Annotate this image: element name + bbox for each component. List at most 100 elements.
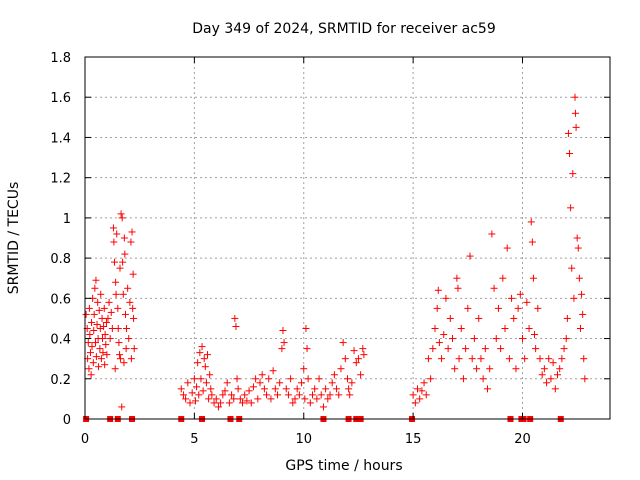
- data-point: [352, 359, 360, 367]
- x-tick-labels: 0 5 10 15 20: [81, 432, 531, 447]
- data-point: [92, 339, 99, 347]
- data-point: [531, 331, 539, 339]
- data-point: [462, 345, 470, 353]
- data-point: [103, 351, 111, 359]
- data-point: [501, 325, 509, 332]
- data-point: [123, 325, 131, 332]
- data-point: [193, 383, 201, 391]
- data-point: [102, 341, 110, 349]
- data-point: [200, 355, 208, 363]
- data-point: [207, 385, 215, 393]
- data-point: [580, 355, 588, 363]
- data-point: [464, 304, 472, 312]
- data-point: [435, 339, 443, 347]
- data-point: [194, 359, 202, 367]
- data-point: [214, 403, 222, 411]
- data-point: [239, 399, 246, 407]
- data-point: [104, 314, 112, 322]
- data-point: [212, 395, 220, 403]
- data-point: [562, 335, 570, 343]
- data-point: [243, 397, 251, 405]
- data-point: [499, 274, 507, 282]
- data-point: [337, 365, 345, 373]
- data-point: [418, 387, 426, 395]
- data-point: [100, 304, 108, 312]
- data-point: [303, 345, 311, 353]
- data-point: [252, 375, 260, 383]
- data-point: [479, 375, 487, 383]
- data-point: [95, 306, 103, 314]
- data-point: [508, 294, 516, 302]
- data-point: [564, 129, 572, 137]
- data-point: [505, 355, 513, 363]
- plot-frame: [84, 56, 611, 420]
- data-point: [567, 204, 575, 212]
- data-point: [108, 325, 116, 332]
- data-point: [438, 355, 446, 363]
- data-point: [576, 325, 584, 332]
- y-tick-label: 0.2: [50, 373, 71, 388]
- data-point: [344, 375, 351, 383]
- data-point: [440, 331, 448, 339]
- data-point: [486, 365, 494, 373]
- data-point: [328, 379, 336, 387]
- data-point: [322, 385, 330, 393]
- data-point: [519, 335, 526, 343]
- data-point: [442, 294, 450, 302]
- x-tick-label: 20: [514, 432, 531, 447]
- data-point: [186, 399, 194, 407]
- data-point: [360, 351, 368, 359]
- data-point: [112, 290, 120, 298]
- data-point: [287, 375, 295, 383]
- data-point: [346, 391, 354, 399]
- data-point: [198, 343, 206, 351]
- data-point: [111, 365, 119, 373]
- x-tick-label: 5: [190, 432, 198, 447]
- data-point: [503, 244, 511, 252]
- data-point: [204, 351, 211, 359]
- data-point: [274, 391, 281, 399]
- data-point: [510, 314, 518, 322]
- data-point: [422, 391, 430, 399]
- data-point: [119, 290, 127, 298]
- data-point: [99, 349, 107, 357]
- data-point: [199, 387, 207, 395]
- data-point: [247, 399, 255, 407]
- data-point: [289, 399, 297, 407]
- data-point: [488, 230, 496, 238]
- data-point: [449, 335, 456, 343]
- data-point: [359, 345, 367, 353]
- data-point: [453, 274, 461, 282]
- data-point: [409, 391, 417, 399]
- data-point: [527, 218, 535, 226]
- data-point: [291, 395, 299, 403]
- data-point: [128, 228, 136, 236]
- data-point: [88, 343, 96, 351]
- data-point: [319, 403, 327, 411]
- data-point: [95, 363, 103, 371]
- data-point: [191, 397, 199, 405]
- data-point: [210, 399, 218, 407]
- data-point: [569, 170, 577, 178]
- data-point: [551, 385, 559, 393]
- data-point: [563, 314, 571, 322]
- data-point: [217, 399, 225, 407]
- data-point: [416, 395, 424, 403]
- data-point: [304, 375, 312, 383]
- data-point: [91, 284, 99, 292]
- data-point: [241, 391, 249, 399]
- data-point: [484, 385, 491, 393]
- data-point: [549, 359, 557, 367]
- data-point: [196, 349, 204, 357]
- data-point: [324, 395, 332, 403]
- data-point: [260, 385, 268, 393]
- data-point: [86, 331, 94, 339]
- data-point: [195, 391, 203, 399]
- data-point: [125, 335, 133, 343]
- data-point: [206, 371, 214, 379]
- data-point: [245, 387, 253, 395]
- data-point: [575, 274, 583, 282]
- data-point: [581, 375, 589, 383]
- data-point: [120, 359, 128, 367]
- data-point: [236, 395, 244, 403]
